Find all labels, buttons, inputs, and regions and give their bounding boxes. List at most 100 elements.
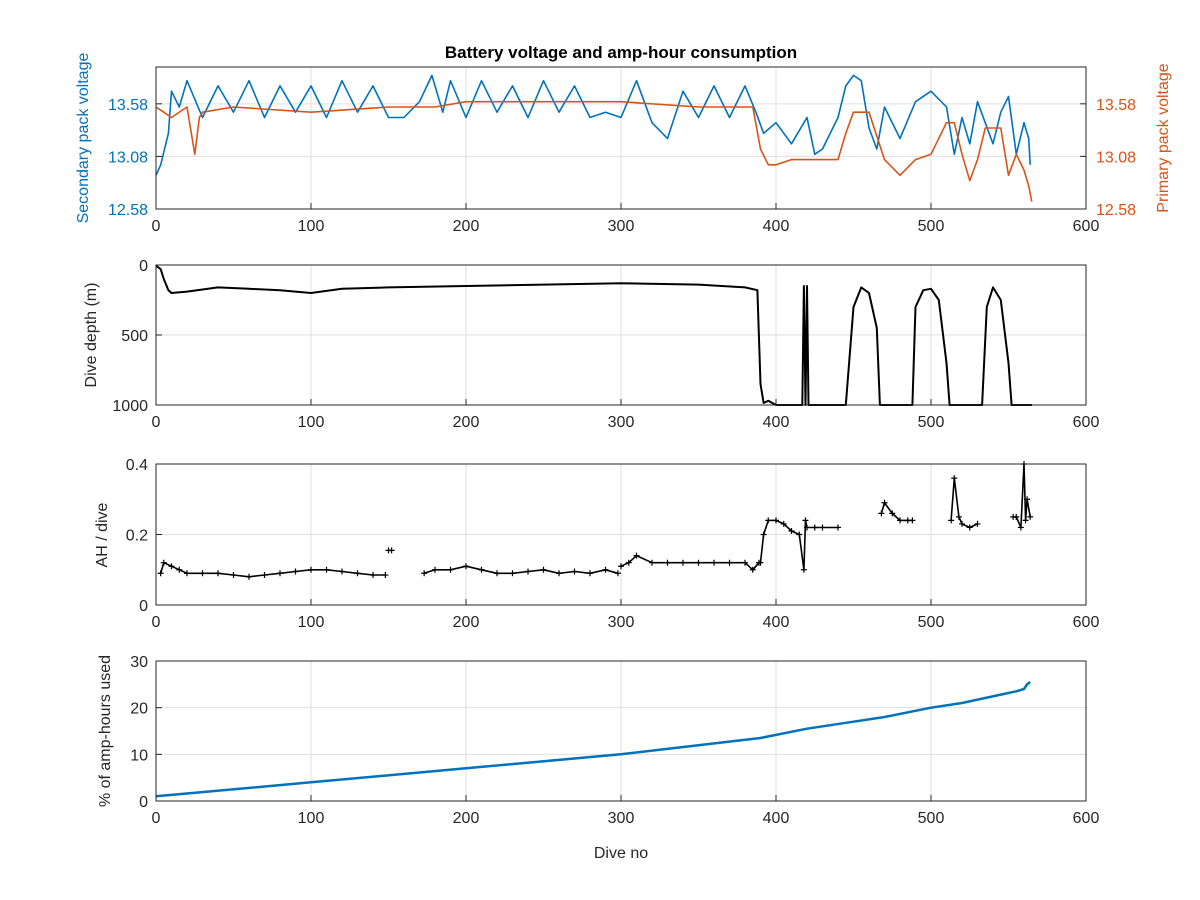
ah-point-marker	[757, 559, 764, 566]
ah-point-marker	[1024, 496, 1031, 503]
x-tick-label: 0	[152, 218, 161, 235]
ah-point-marker	[878, 510, 885, 517]
x-tick-label: 100	[298, 810, 325, 827]
ah-point-marker	[765, 517, 772, 524]
x-tick-label: 200	[453, 614, 480, 631]
x-tick-label: 600	[1073, 810, 1100, 827]
ah-point-marker	[463, 563, 469, 570]
ah-ylabel: AH / dive	[94, 502, 111, 567]
voltage-panel: Battery voltage and amp-hour consumption…	[75, 43, 1172, 235]
ah-point-marker	[556, 570, 562, 577]
ah-point-marker	[308, 566, 314, 573]
ah-point-marker	[749, 566, 756, 573]
ah-point-marker	[760, 531, 767, 538]
pct-series	[155, 680, 1031, 798]
ah-point-marker	[277, 570, 283, 577]
ah-point-marker	[1027, 513, 1034, 520]
x-tick-label: 400	[763, 414, 790, 431]
ah-line	[620, 554, 760, 571]
y-tick-label: 20	[130, 701, 148, 718]
y-tick-label: 30	[130, 654, 148, 671]
ah-point-marker	[432, 566, 438, 573]
ah-point-marker	[292, 568, 299, 575]
voltage-left-ylabel: Secondary pack voltage	[75, 53, 92, 224]
ah-point-marker	[948, 517, 955, 524]
ah-point-marker	[819, 524, 826, 531]
y-tick-label: 1000	[112, 398, 148, 415]
y-tick-label: 0	[139, 258, 148, 275]
x-tick-label: 100	[298, 614, 325, 631]
depth-ticks: 0 100 200 300 400 500 600 0 500 1000	[112, 258, 1099, 431]
ah-point-marker	[230, 572, 237, 579]
ah-point-marker	[811, 524, 818, 531]
depth-line	[155, 264, 1032, 406]
ah-point-marker	[571, 568, 578, 575]
ah-point-marker	[909, 517, 916, 524]
ah-series	[157, 461, 1034, 580]
ah-point-marker	[955, 513, 962, 520]
ah-point-marker	[959, 520, 965, 527]
voltage-ticks: 0 100 200 300 400 500 60012.5813.0813.5812.581…	[108, 97, 1136, 235]
pct-ylabel: % of amp-hours used	[97, 655, 114, 807]
ah-point-marker	[246, 573, 252, 580]
ah-point-marker	[370, 572, 376, 579]
ah-point-marker	[726, 559, 733, 566]
y-right-tick-label: 12.58	[1096, 202, 1136, 219]
x-tick-label: 0	[152, 614, 161, 631]
ah-point-marker	[602, 566, 609, 573]
x-tick-label: 300	[608, 414, 635, 431]
y-tick-label: 0	[139, 794, 148, 811]
x-tick-label: 600	[1073, 614, 1100, 631]
ah-point-marker	[966, 524, 973, 531]
y-tick-label: 0.2	[126, 528, 148, 545]
depth-ylabel: Dive depth (m)	[83, 283, 100, 388]
ah-point-marker	[199, 570, 206, 577]
ah-point-marker	[800, 566, 807, 573]
x-tick-label: 200	[453, 810, 480, 827]
y-tick-label: 12.58	[108, 202, 148, 219]
ah-point-marker	[587, 570, 593, 577]
y-tick-label: 10	[130, 747, 148, 764]
y-right-tick-label: 13.58	[1096, 97, 1136, 114]
x-tick-label: 400	[763, 810, 790, 827]
ah-point-marker	[354, 570, 361, 577]
y-tick-label: 500	[121, 328, 148, 345]
ah-point-marker	[780, 520, 787, 527]
ah-point-marker	[540, 566, 547, 573]
ah-point-marker	[1013, 513, 1020, 520]
ah-point-marker	[215, 570, 221, 577]
ah-point-marker	[1017, 524, 1024, 531]
ah-point-marker	[525, 568, 531, 575]
ah-point-marker	[649, 559, 655, 566]
ah-point-marker	[680, 559, 686, 566]
x-tick-label: 600	[1073, 218, 1100, 235]
chart-title: Battery voltage and amp-hour consumption	[445, 43, 797, 62]
ah-point-marker	[835, 524, 841, 531]
x-tick-label: 500	[918, 810, 945, 827]
ah-point-marker	[447, 566, 454, 573]
ah-point-marker	[478, 566, 485, 573]
ah-point-marker	[773, 517, 779, 524]
pct-ticks: 0 100 200 300 400 500 600 0 10 20 30	[130, 654, 1099, 827]
ah-point-marker	[802, 517, 809, 524]
ah-point-marker	[388, 547, 395, 554]
ah-point-marker	[695, 559, 702, 566]
ah-point-marker	[339, 568, 345, 575]
ah-point-marker	[664, 559, 671, 566]
ah-point-marker	[633, 552, 640, 559]
ah-point-marker	[261, 572, 268, 579]
ah-point-marker	[951, 475, 958, 482]
x-tick-label: 200	[453, 218, 480, 235]
x-tick-label: 0	[152, 810, 161, 827]
ah-point-marker	[494, 570, 500, 577]
ah-point-marker	[796, 531, 803, 538]
x-tick-label: 500	[918, 414, 945, 431]
primary-pack-voltage-line	[155, 100, 1033, 202]
y-tick-label: 13.08	[108, 149, 148, 166]
depth-series	[155, 264, 1032, 406]
x-tick-label: 400	[763, 614, 790, 631]
x-tick-label: 600	[1073, 414, 1100, 431]
ah-point-marker	[168, 563, 175, 570]
ah-point-marker	[889, 510, 896, 517]
